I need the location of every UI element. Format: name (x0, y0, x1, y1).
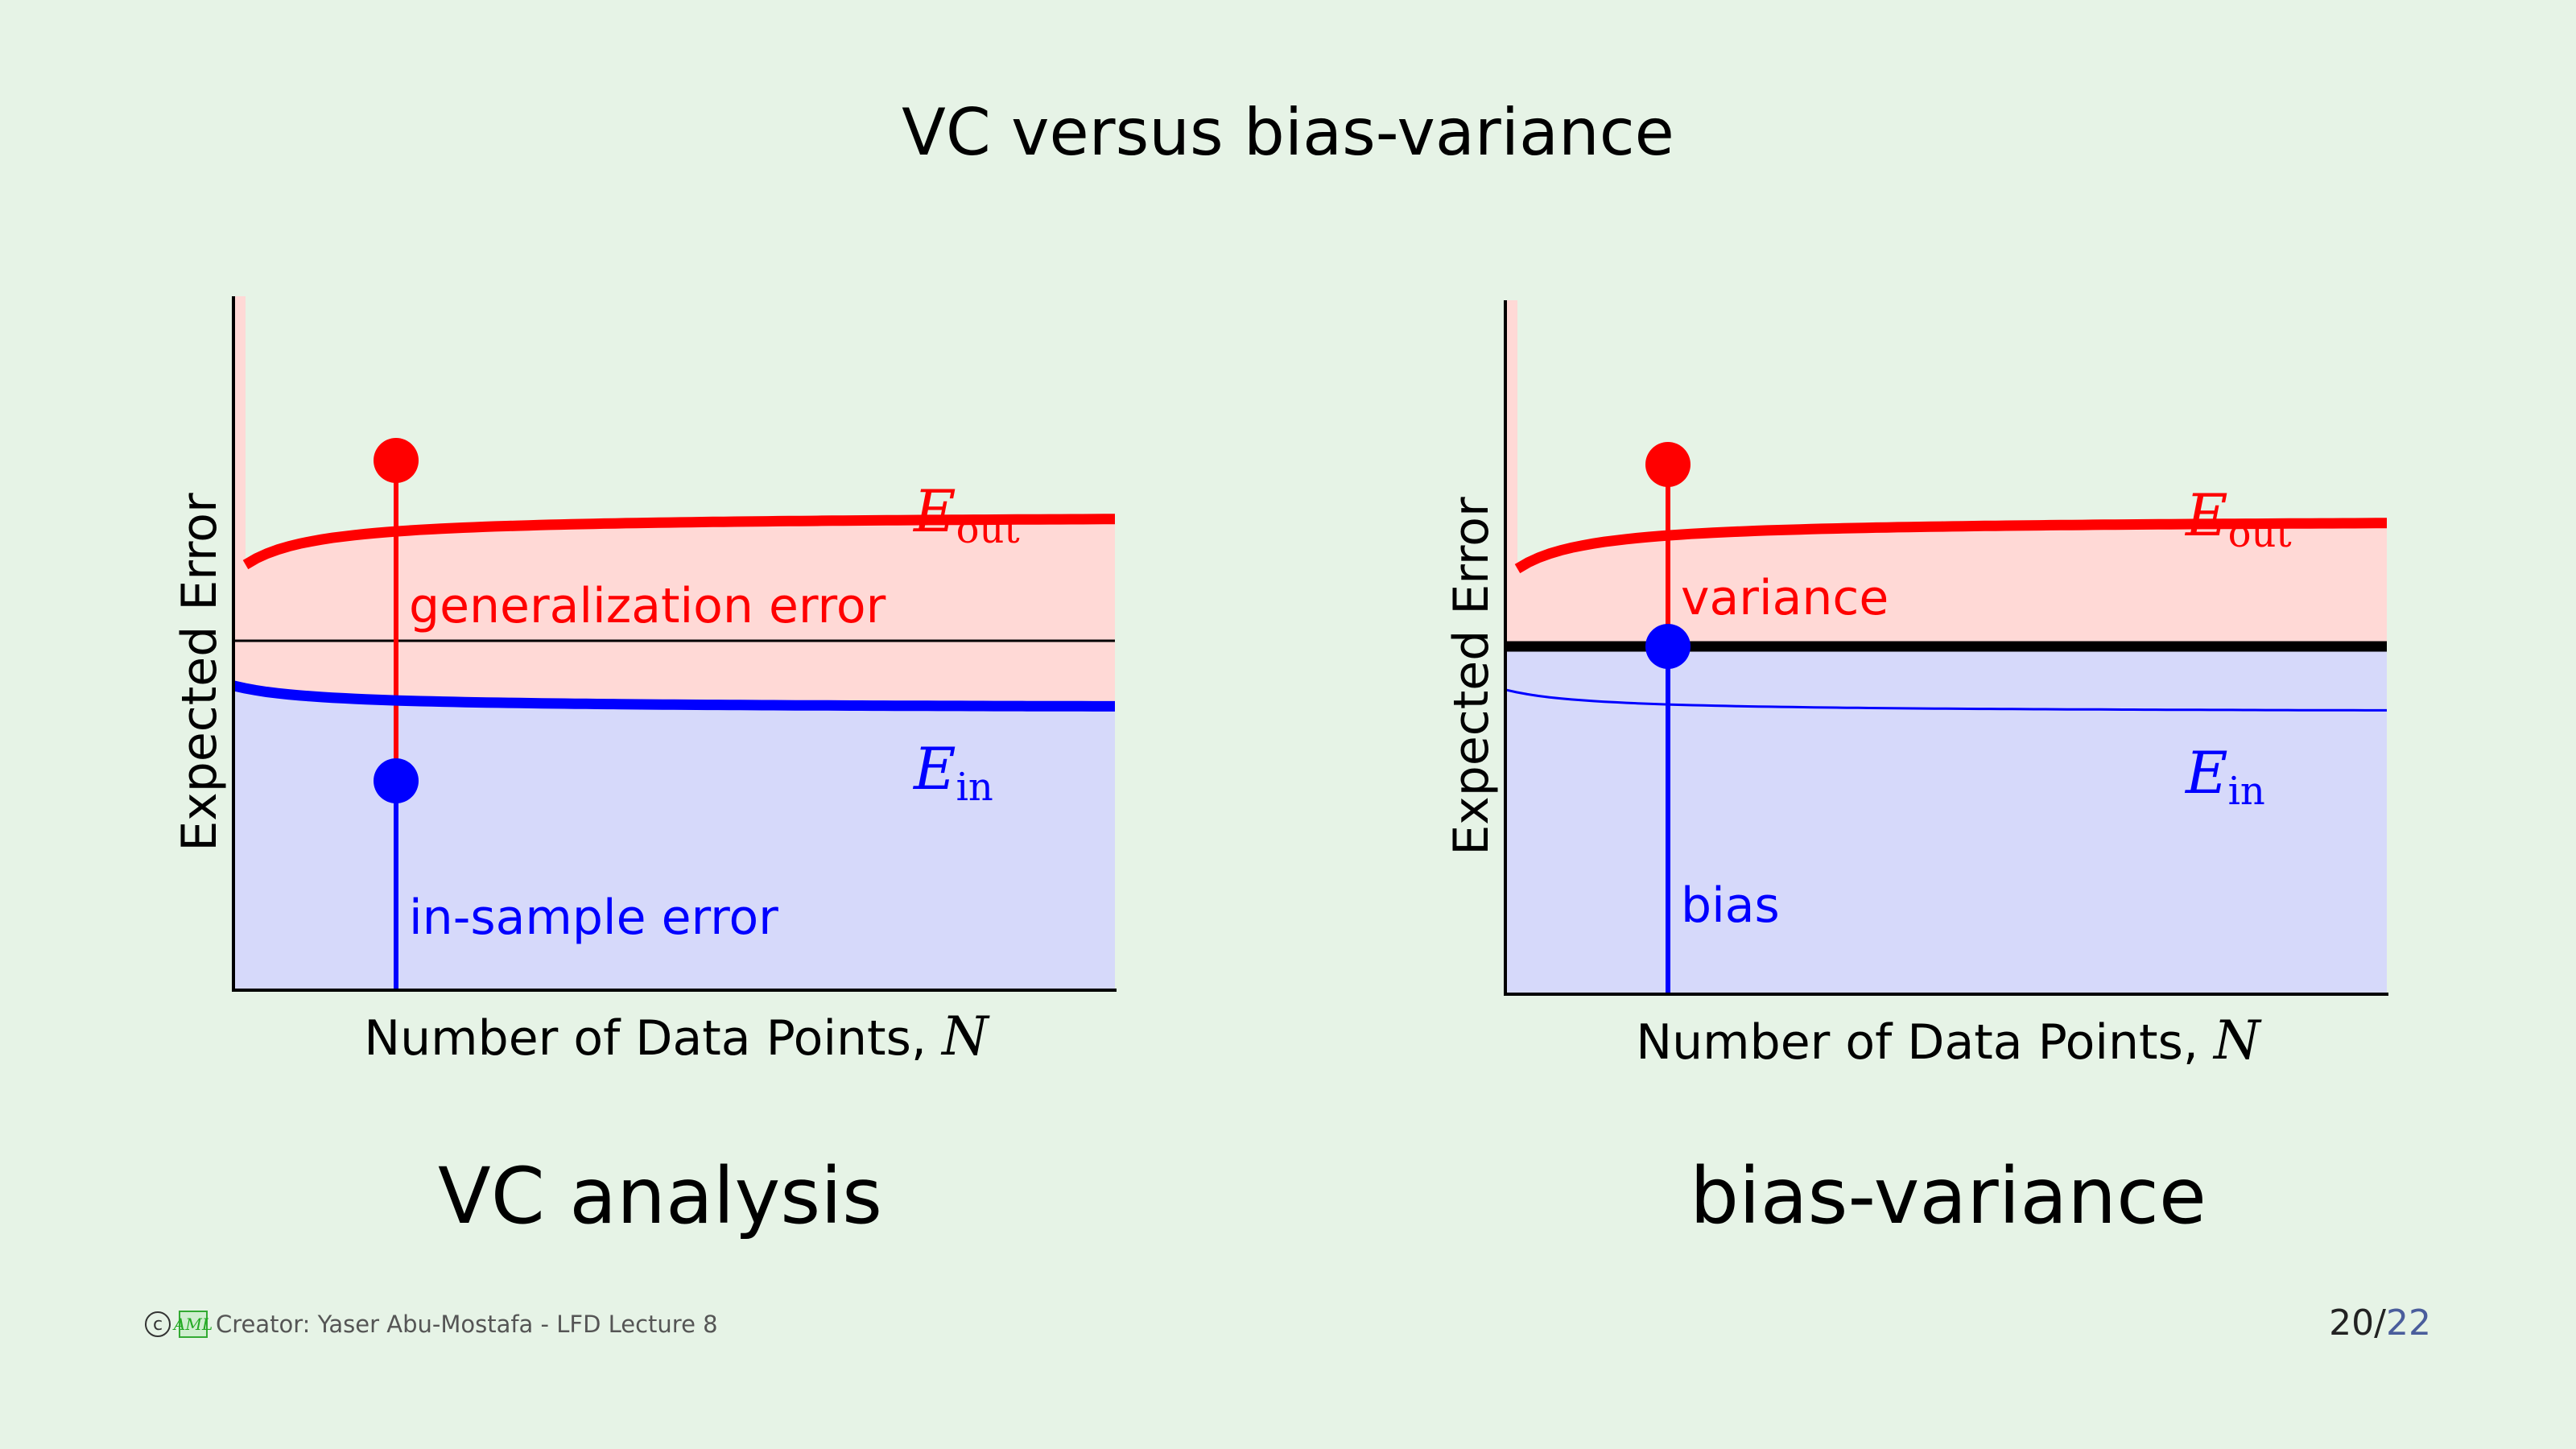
ein-curve (232, 680, 1115, 712)
bias-label: bias (1681, 877, 1780, 934)
caption-vc-analysis: VC analysis (438, 1151, 882, 1241)
total-pages: 22 (2386, 1302, 2431, 1344)
eout-point (374, 438, 419, 483)
page-number: 20/22 (2329, 1302, 2431, 1344)
generalization-error-label: generalization error (409, 578, 886, 634)
eout-fill-region (233, 296, 1115, 707)
eout-point (1645, 442, 1690, 487)
caption-bias-variance: bias-variance (1690, 1151, 2207, 1241)
footer-credit: c AML Creator: Yaser Abu-Mostafa - LFD L… (145, 1311, 718, 1338)
bias-variance-plot: Expected Error Number of Data Points, N … (1443, 300, 2388, 1071)
y-axis-label: Expected Error (1443, 497, 1500, 856)
slide-title: VC versus bias-variance (902, 95, 1674, 170)
creator-text: Creator: Yaser Abu-Mostafa - LFD Lecture… (216, 1311, 718, 1338)
eout-label: Eout (2184, 481, 2292, 556)
bias-point (1645, 624, 1690, 669)
eout-curve (242, 514, 1115, 570)
x-axis-label: Number of Data Points, N (364, 1005, 990, 1067)
vc-analysis-plot: Expected Error Number of Data Points, N … (171, 296, 1117, 1067)
y-axis-label: Expected Error (171, 493, 228, 852)
ein-label: Ein (2184, 739, 2265, 814)
in-sample-error-label: in-sample error (409, 890, 778, 946)
eout-label: Eout (912, 477, 1020, 552)
bias-fill-region (1505, 646, 2387, 994)
ein-curve-thin (1505, 688, 2387, 712)
current-page: 20 (2329, 1302, 2375, 1344)
variance-label: variance (1681, 570, 1889, 626)
ein-point (374, 758, 419, 803)
ein-fill-region (233, 685, 1115, 990)
eout-fill-region (1505, 300, 2387, 646)
ein-label: Ein (912, 735, 993, 810)
eout-curve (1514, 518, 2387, 574)
aml-logo-icon: AML (174, 1311, 213, 1338)
copyright-icon: c (145, 1311, 171, 1337)
x-axis-label: Number of Data Points, N (1636, 1009, 2262, 1071)
